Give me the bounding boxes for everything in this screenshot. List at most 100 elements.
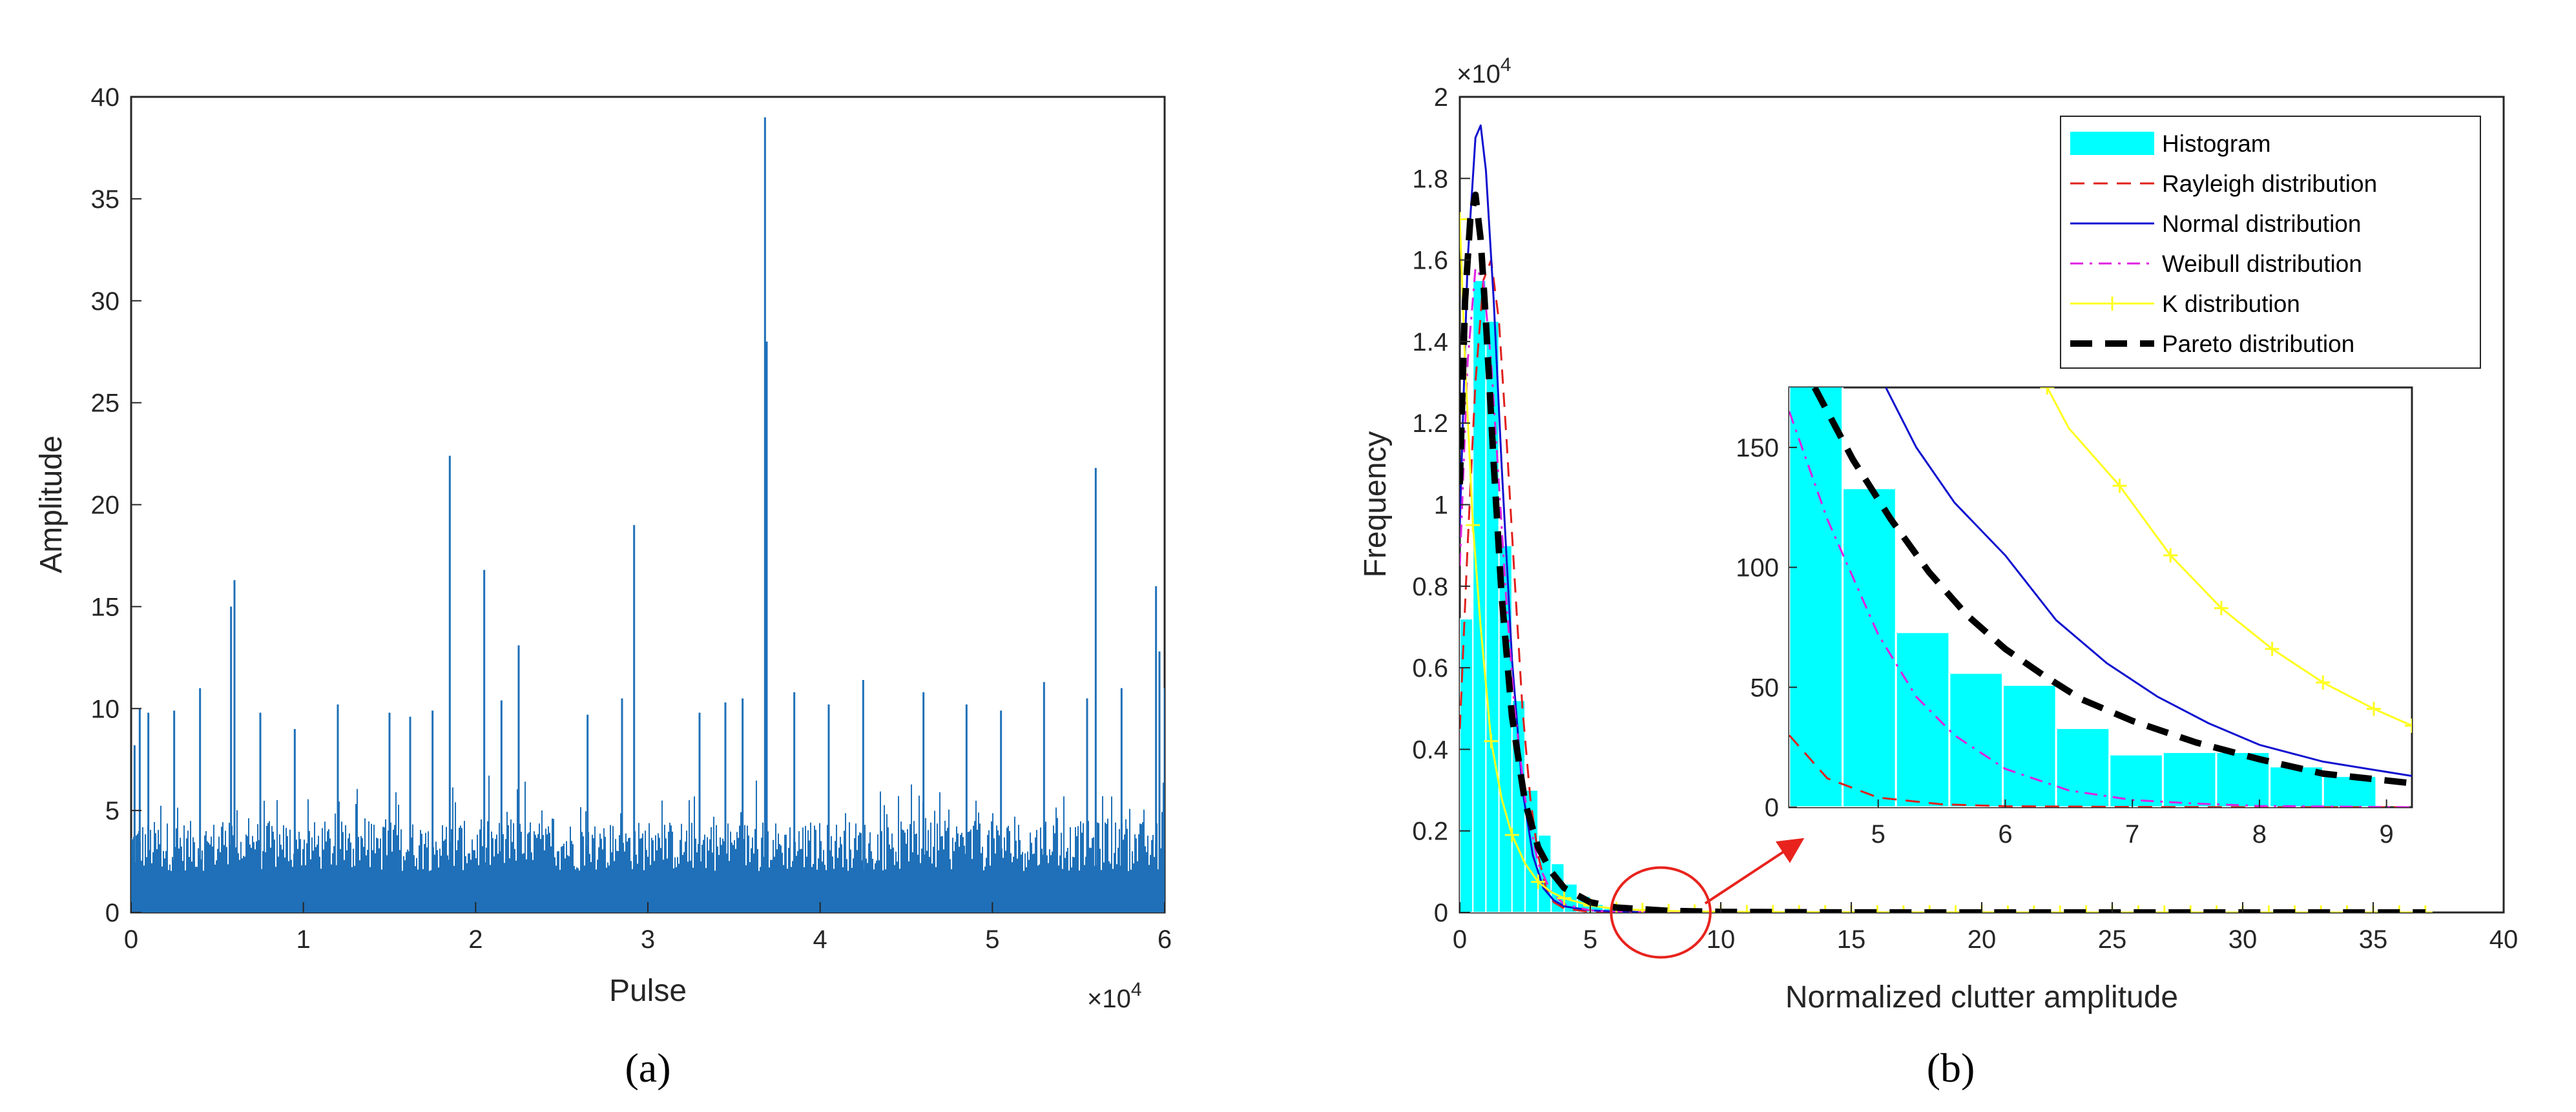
inset-series-normal-distribution-line	[1885, 387, 2412, 777]
k-distribution-marker	[2418, 905, 2433, 912]
panel-a-x-tick-label: 2	[468, 925, 483, 954]
inset-k-distribution-marker	[2265, 641, 2280, 656]
panel-a-x-ticks: 0 1 2 3 4 5 6	[124, 902, 1172, 954]
zoom-arrow	[1704, 838, 1805, 905]
inset-histogram-bar	[1842, 487, 1897, 807]
inset-k-distribution-marker	[2163, 548, 2178, 562]
panel-a-y-tick-label: 0	[105, 899, 119, 927]
panel-a-series	[131, 117, 1165, 912]
panel-a-x-exponent-power: 4	[1131, 979, 1142, 1000]
k-distribution-marker	[1557, 891, 1572, 905]
panel-a-y-ticks: 0 5 10 15 20 25 30 35 40	[91, 83, 141, 927]
panel-a-x-tick-label: 3	[641, 925, 655, 954]
panel-b-y-ticks: 0 0.2 0.4 0.6 0.8 1 1.2 1.4 1.6 1.8 2	[1412, 83, 1470, 927]
inset-histogram	[1789, 387, 2378, 807]
panel-b-x-tick-label: 30	[2228, 925, 2258, 954]
inset-y-tick-label: 0	[1765, 794, 1779, 822]
k-distribution-marker	[2392, 905, 2407, 912]
panel-a-x-tick-label: 5	[985, 925, 999, 954]
panel-a-chart: 0 1 2 3 4 5 6 0 5 10 15 20 25 30 35 40 Pulse Amplitude…	[34, 83, 1172, 1091]
panel-b-y-tick-label: 0.4	[1412, 736, 1448, 764]
panel-a-x-axis-label: Pulse	[609, 974, 687, 1008]
panel-b-y-tick-label: 1.6	[1412, 247, 1448, 275]
panel-a-x-tick-label: 1	[296, 925, 311, 954]
legend-label: Pareto distribution	[2162, 331, 2354, 357]
inset-x-tick-label: 5	[1871, 820, 1885, 849]
panel-b-x-tick-label: 10	[1707, 925, 1736, 954]
panel-a-noise-band	[131, 776, 1165, 912]
panel-b-y-tick-label: 0	[1434, 899, 1448, 927]
panel-a-y-tick-label: 10	[91, 695, 120, 723]
panel-b-x-tick-label: 35	[2359, 925, 2388, 954]
inset-x-tick-label: 7	[2125, 820, 2139, 849]
panel-b-chart: 0 5 10 15 20 25 30 35 40 00.20.40.60.811.21.41.6…	[1358, 54, 2518, 1091]
panel-a-y-tick-label: 35	[91, 185, 120, 214]
inset-histogram-bar	[1895, 631, 1951, 807]
legend-box	[2060, 116, 2481, 369]
legend-label: Normal distribution	[2162, 211, 2361, 237]
panel-b-y-exponent-power: 4	[1501, 54, 1511, 76]
panel-b-x-axis-label: Normalized clutter amplitude	[1785, 980, 2178, 1014]
histogram-bar	[1460, 618, 1474, 912]
panel-a-x-exponent-base: ×10	[1087, 985, 1131, 1013]
inset-y-ticks: 0 50 100 150	[1736, 434, 1797, 822]
inset-series-pareto-distribution-line	[1811, 387, 2412, 787]
k-distribution-marker	[2131, 905, 2146, 912]
inset-y-tick-label: 50	[1750, 674, 1780, 702]
legend-label: Histogram	[2162, 130, 2271, 157]
panel-b-y-tick-label: 2	[1434, 83, 1448, 112]
panel-b-legend: Histogram Rayleigh distribution Normal dis…	[2060, 116, 2481, 369]
panel-a-y-tick-label: 25	[91, 389, 120, 418]
inset-histogram-bar	[2055, 726, 2111, 807]
inset-histogram-bar	[2269, 765, 2324, 807]
legend-label: K distribution	[2162, 291, 2300, 317]
inset-series-rayleigh-distribution-line	[1789, 734, 2412, 807]
inset-k-distribution-marker	[2405, 718, 2412, 733]
inset-k-distribution-marker	[2112, 479, 2127, 493]
inset-series-weibull-distribution-line	[1789, 411, 2412, 807]
panel-a-y-tick-label: 30	[91, 287, 120, 316]
panel-a-plot-area	[130, 96, 1166, 914]
panel-b-x-tick-label: 5	[1583, 925, 1597, 954]
panel-a-x-tick-label: 6	[1158, 925, 1172, 954]
zoom-region-ellipse	[1610, 866, 1712, 959]
panel-b-x-tick-label: 0	[1453, 925, 1467, 954]
k-distribution-marker	[1460, 212, 1467, 227]
inset-x-tick-label: 9	[2380, 820, 2394, 849]
panel-b-y-tick-label: 1.2	[1412, 409, 1448, 438]
panel-a-x-tick-label: 0	[124, 925, 138, 954]
panel-b-y-tick-label: 1	[1434, 491, 1448, 520]
inset-k-distribution-marker	[2040, 387, 2055, 395]
k-distribution-marker	[1484, 734, 1499, 748]
inset-y-tick-label: 150	[1736, 434, 1779, 462]
panel-b-y-tick-label: 0.2	[1412, 818, 1448, 846]
k-distribution-marker	[2261, 905, 2276, 912]
k-distribution-marker	[2157, 905, 2172, 912]
panel-b-y-tick-label: 1.8	[1412, 165, 1448, 193]
panel-b-x-tick-label: 25	[2098, 925, 2127, 954]
series-pareto-distribution-line	[1460, 191, 2425, 912]
histogram-bar	[1472, 280, 1487, 912]
panel-b-label: (b)	[1927, 1045, 1975, 1091]
panel-b-series	[1460, 124, 2433, 912]
k-distribution-marker	[1504, 828, 1519, 843]
panel-b-y-tick-label: 0.6	[1412, 654, 1448, 683]
inset-y-tick-label: 100	[1736, 554, 1779, 582]
panel-b-x-ticks: 0 5 10 15 20 25 30 35 40	[1453, 902, 2518, 954]
k-distribution-marker	[1466, 518, 1480, 533]
legend-label: Rayleigh distribution	[2162, 170, 2377, 197]
inset-x-tick-label: 6	[1998, 820, 2012, 849]
k-distribution-marker	[2209, 905, 2224, 912]
panel-b-x-tick-label: 20	[1968, 925, 1997, 954]
inset-histogram-bar	[2108, 753, 2164, 807]
panel-a-label: (a)	[625, 1045, 670, 1091]
panel-a-y-tick-label: 15	[91, 593, 120, 621]
legend-swatch-histogram	[2070, 132, 2154, 155]
k-distribution-marker	[2340, 905, 2354, 912]
k-distribution-marker	[1531, 874, 1546, 889]
inset-x-tick-label: 8	[2252, 820, 2267, 849]
inset-k-distribution-marker	[2214, 601, 2228, 615]
panel-a-x-tick-label: 4	[813, 925, 827, 954]
legend-swatch-k-marker	[2105, 296, 2119, 311]
